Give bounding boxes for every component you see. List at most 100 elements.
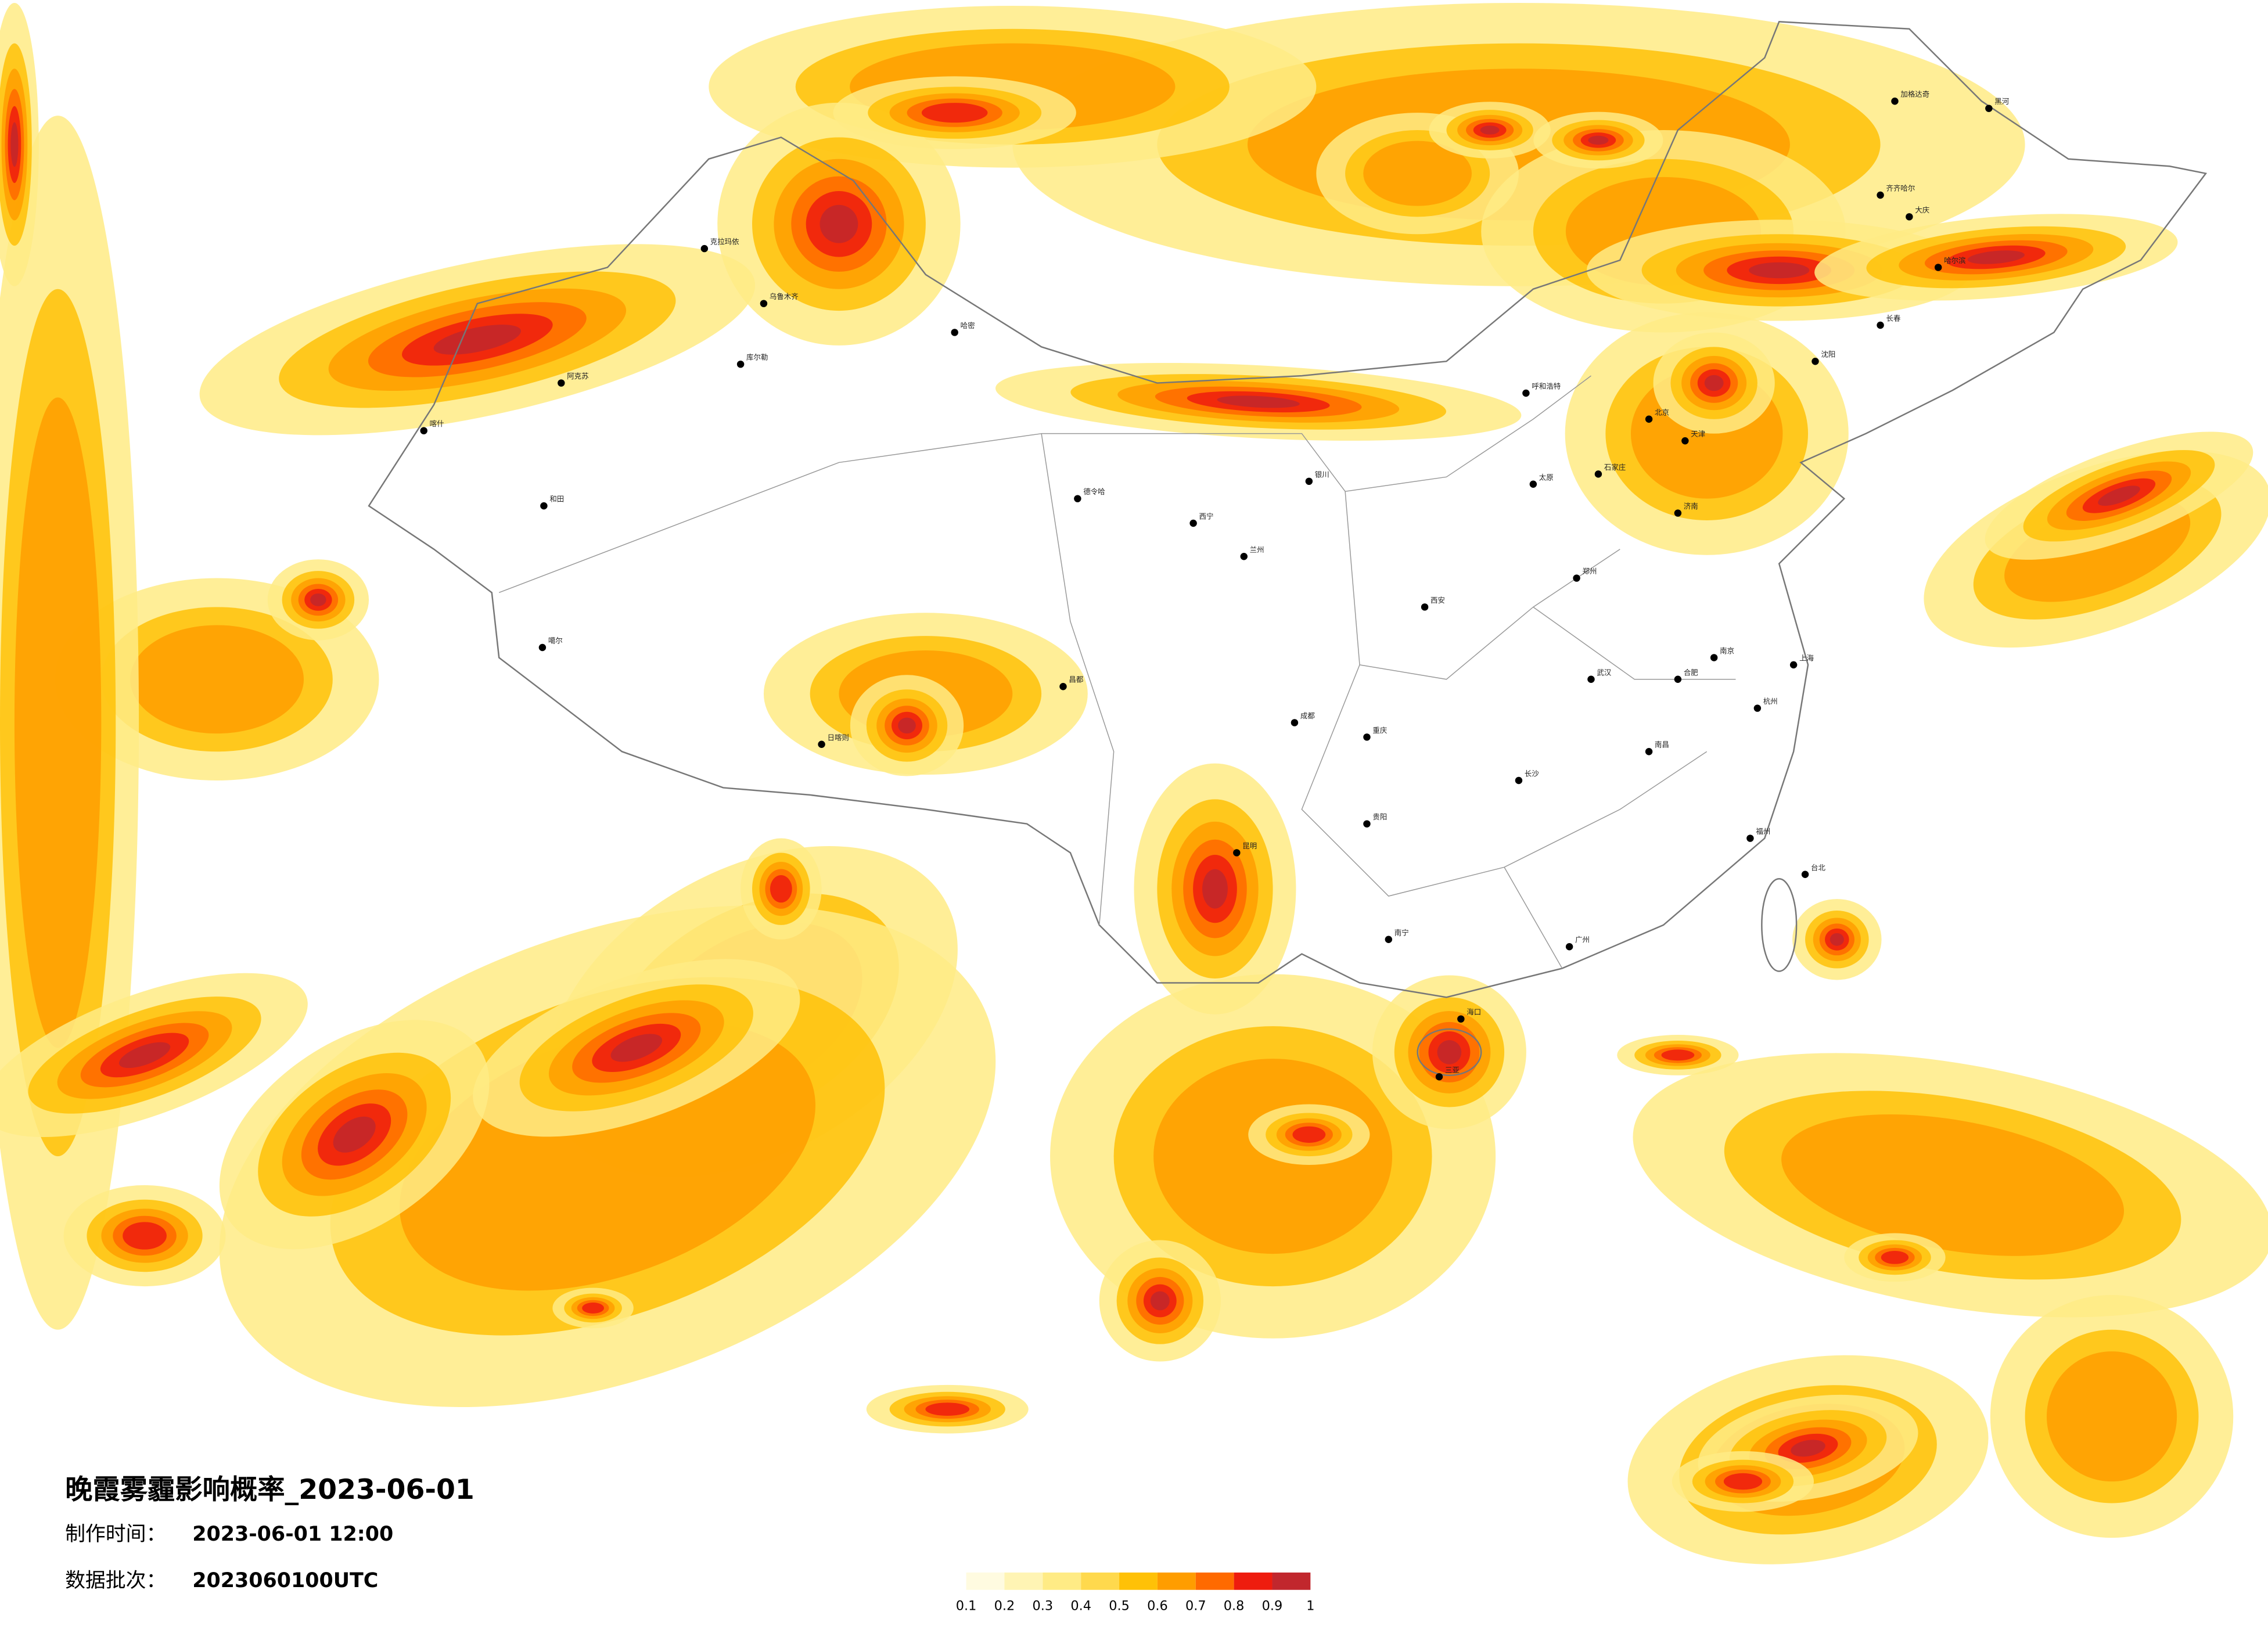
- haze-patch: [310, 593, 326, 606]
- legend-tick-label: 0.5: [1109, 1599, 1130, 1614]
- city-label: 库尔勒: [746, 353, 768, 362]
- haze-patch: [925, 1402, 970, 1416]
- legend-tick-label: 0.8: [1224, 1599, 1245, 1614]
- city-label: 克拉玛依: [710, 238, 739, 246]
- haze-patch: [1781, 1114, 2125, 1256]
- city-dot: [1891, 98, 1899, 105]
- city-label: 福州: [1756, 827, 1770, 836]
- city-label: 西宁: [1199, 512, 1214, 521]
- city-dot: [1240, 553, 1248, 560]
- city-label: 郑州: [1583, 567, 1597, 575]
- city-label: 重庆: [1372, 726, 1387, 735]
- city-label: 杭州: [1763, 697, 1778, 706]
- legend-tick-label: 0.7: [1185, 1599, 1206, 1614]
- city-label: 日喀则: [828, 733, 849, 742]
- city-dot: [1457, 1015, 1465, 1023]
- haze-patch: [921, 103, 988, 123]
- city-dot: [700, 244, 709, 253]
- city-label: 阿克苏: [567, 372, 588, 380]
- city-dot: [538, 643, 547, 652]
- city-dot: [760, 300, 768, 307]
- city-dot: [818, 740, 825, 748]
- haze-layer: [0, 2, 2268, 1564]
- city-label: 北京: [1655, 408, 1669, 416]
- haze-patch: [433, 325, 521, 355]
- city-dot: [1681, 437, 1689, 445]
- city-dot: [1529, 480, 1537, 488]
- city-dot: [1522, 389, 1530, 397]
- city-label: 石家庄: [1604, 463, 1626, 472]
- haze-patch: [1967, 250, 2025, 264]
- city-label: 哈尔滨: [1944, 256, 1965, 265]
- legend-tick-label: 0.6: [1147, 1599, 1168, 1614]
- city-label: 广州: [1575, 936, 1590, 944]
- city-label: 贵阳: [1372, 812, 1387, 821]
- city-dot: [736, 360, 745, 368]
- haze-patch: [1437, 1040, 1462, 1064]
- city-label: 长沙: [1525, 769, 1539, 778]
- haze-patch: [1791, 1440, 1825, 1457]
- city-label: 和田: [549, 495, 564, 503]
- haze-patch: [333, 1116, 376, 1153]
- haze-patch: [1661, 1049, 1695, 1061]
- title: 晚霞雾霾影响概率_2023-06-01: [65, 1474, 475, 1506]
- city-dot: [1811, 358, 1819, 365]
- legend: 0.1 0.2 0.3 0.4 0.5 0.6 0.7 0.8 0.9 1: [956, 1572, 1314, 1614]
- city-dot: [1645, 748, 1653, 756]
- city-dot: [1801, 870, 1809, 878]
- china-outline: [368, 21, 2208, 998]
- city-label: 台北: [1811, 863, 1825, 872]
- city-dot: [1746, 834, 1754, 842]
- city-dot: [1291, 719, 1299, 726]
- hainan: [1417, 1028, 1482, 1076]
- legend-swatch: [1043, 1572, 1081, 1590]
- city-label: 哈密: [961, 321, 975, 330]
- city-dot: [1906, 213, 1913, 221]
- city-label: 南宁: [1394, 928, 1409, 937]
- legend-swatch: [1272, 1572, 1311, 1590]
- haze-patch: [123, 1222, 167, 1250]
- city-label: 长春: [1886, 314, 1901, 323]
- city-label: 齐齐哈尔: [1886, 184, 1915, 193]
- city-dot: [1421, 603, 1429, 611]
- city-label: 黑河: [1994, 97, 2009, 106]
- city-label: 加格达奇: [1900, 90, 1929, 99]
- city-label: 济南: [1684, 502, 1698, 510]
- city-label: 噶尔: [548, 636, 563, 645]
- city-label: 大庆: [1915, 206, 1929, 214]
- city-dot: [1363, 733, 1371, 741]
- city-dot: [1674, 675, 1682, 683]
- haze-patch: [582, 1302, 605, 1314]
- city-label: 上海: [1799, 653, 1814, 662]
- city-dot: [1934, 264, 1942, 271]
- haze-patch: [1363, 141, 1472, 206]
- city-dot: [1515, 776, 1523, 785]
- haze-patch: [10, 122, 19, 167]
- city-label: 海口: [1467, 1008, 1481, 1016]
- legend-swatch: [1004, 1572, 1043, 1590]
- haze-patch: [820, 204, 858, 243]
- city-label: 昆明: [1242, 841, 1257, 850]
- taiwan: [1761, 878, 1798, 972]
- city-dot: [1594, 470, 1602, 478]
- city-dot: [420, 427, 427, 434]
- legend-swatch: [1081, 1572, 1120, 1590]
- legend-swatch: [1195, 1572, 1234, 1590]
- legend-swatch: [1157, 1572, 1196, 1590]
- city-dot: [1573, 574, 1580, 582]
- city-label: 南京: [1720, 646, 1734, 655]
- city-dot: [1645, 415, 1653, 423]
- haze-patch: [1881, 1250, 1909, 1264]
- city-dot: [1385, 936, 1393, 943]
- city-dot: [1753, 704, 1762, 712]
- legend-swatch: [966, 1572, 1005, 1590]
- legend-tick-label: 0.1: [956, 1599, 977, 1614]
- city-label: 合肥: [1684, 668, 1698, 677]
- city-dot: [1710, 654, 1718, 661]
- city-dot: [1587, 675, 1595, 683]
- made-label: 制作时间：: [65, 1523, 166, 1546]
- city-dot: [1877, 321, 1884, 329]
